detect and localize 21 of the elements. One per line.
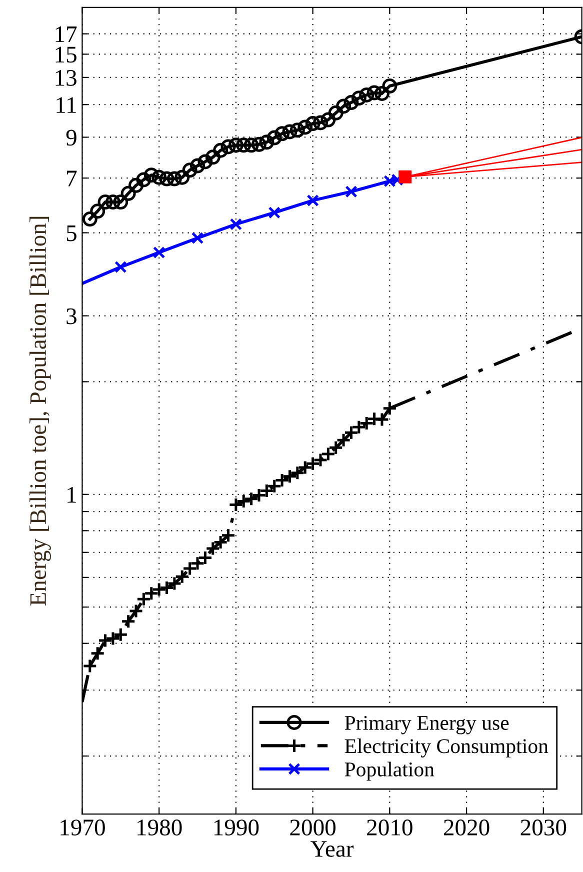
y-tick-label: 7: [67, 170, 77, 186]
x-tick-label: 1980: [138, 820, 182, 836]
y-tick-label: 3: [66, 308, 76, 324]
x-tick-label: 2010: [367, 820, 412, 836]
x-axis-title: Year: [310, 841, 354, 857]
x-tick-label: 1990: [214, 820, 259, 836]
y-tick-label: 11: [56, 97, 76, 113]
x-tick-label: 1970: [60, 820, 105, 836]
y-tick-label: 1: [68, 487, 76, 503]
y-tick-label: 17: [56, 26, 77, 42]
y-tick-label: 15: [56, 46, 76, 63]
y-axis-title: Energy [Billion toe], Population [Billion]: [29, 216, 51, 606]
x-tick-label: 2030: [520, 820, 566, 836]
x-tick-label: 2000: [290, 820, 336, 836]
legend-label: Primary Energy use: [344, 716, 509, 734]
legend-label: Electricity Consumption: [344, 738, 548, 758]
x-tick-label: 2020: [444, 820, 490, 836]
legend-label: Population: [344, 762, 434, 781]
y-tick-label: 13: [56, 70, 76, 86]
y-tick-label: 5: [66, 226, 76, 242]
y-tick-label: 9: [66, 130, 76, 146]
